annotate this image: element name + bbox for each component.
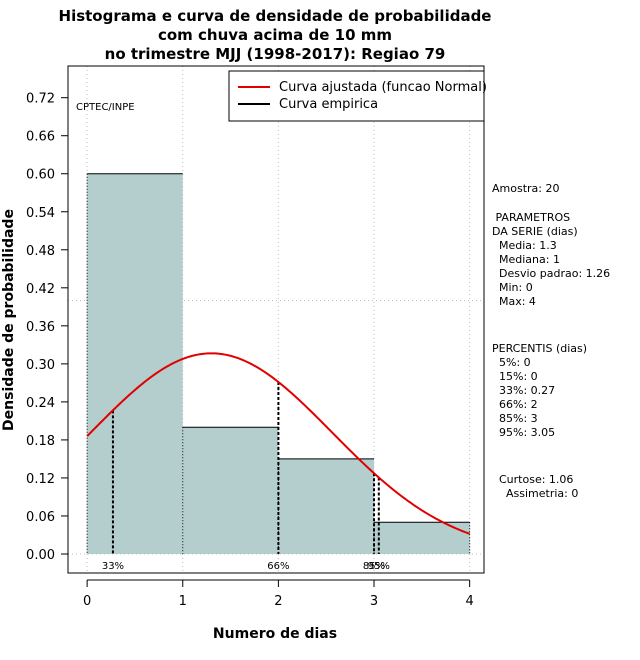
percentile-label: 33% (102, 561, 124, 572)
y-tick-label: 0.36 (26, 320, 55, 335)
stats-line: Desvio padrao: 1.26 (492, 267, 610, 280)
percentile-label: 95% (368, 561, 390, 572)
stats-line: DA SERIE (dias) (492, 225, 578, 238)
chart-title-line-3: no trimestre MJJ (1998-2017): Regiao 79 (105, 45, 446, 63)
legend: Curva ajustada (funcao Normal) Curva emp… (228, 70, 487, 122)
stats-line: 33%: 0.27 (492, 384, 555, 397)
stats-line: Media: 1.3 (492, 239, 557, 252)
y-tick-label: 0.42 (26, 282, 55, 297)
legend-fit-label: Curva ajustada (funcao Normal) (279, 80, 487, 95)
percentile-lines-layer: 33% 66% 85%95% (102, 382, 390, 572)
y-tick-label: 0.60 (26, 168, 55, 183)
stats-line: PERCENTIS (dias) (492, 342, 587, 355)
histogram-bar (278, 458, 375, 554)
stats-line: Amostra: 20 (492, 182, 559, 195)
stats-line: Mediana: 1 (492, 253, 560, 266)
plot-frame (67, 65, 485, 574)
stats-line: PARAMETROS (492, 211, 570, 224)
normal-fit-curve (86, 352, 471, 535)
x-tick-label: 1 (179, 594, 187, 609)
y-tick-label: 0.30 (26, 358, 55, 373)
y-tick-label: 0.72 (26, 92, 55, 107)
chart-title-line-2: com chuva acima de 10 mm (158, 26, 392, 44)
stats-panel: Amostra: 20 PARAMETROS DA SERIE (dias) M… (492, 182, 610, 500)
histogram-bar (87, 173, 183, 554)
curve-layer (86, 352, 471, 535)
stats-line: 66%: 2 (492, 398, 538, 411)
stats-line: Assimetria: 0 (492, 487, 578, 500)
stats-line: 85%: 3 (492, 412, 538, 425)
percentile-label: 66% (267, 561, 289, 572)
legend-empirical-label: Curva empirica (279, 97, 378, 112)
stats-line: Min: 0 (492, 281, 533, 294)
y-axis-label: Densidade de probabilidade (1, 209, 17, 431)
legend-box (228, 70, 485, 122)
x-axis-label: Numero de dias (213, 626, 337, 642)
axes-layer: 0 1 2 3 4 0.00 0.06 0.12 0.18 0.24 0.30 0.36 0.42 0.4… (26, 92, 474, 609)
watermark-text: CPTEC/INPE (76, 102, 135, 113)
y-tick-label: 0.18 (26, 434, 55, 449)
x-tick-label: 0 (83, 594, 91, 609)
stats-line: 5%: 0 (492, 356, 531, 369)
y-tick-label: 0.00 (26, 548, 55, 563)
bars-layer (86, 173, 471, 554)
chart-title-line-1: Histograma e curva de densidade de proba… (59, 7, 492, 25)
x-tick-label: 2 (274, 594, 282, 609)
x-tick-label: 3 (370, 594, 378, 609)
histogram-bar (182, 427, 279, 554)
y-tick-label: 0.06 (26, 510, 55, 525)
stats-line: Curtose: 1.06 (492, 473, 573, 486)
y-tick-label: 0.12 (26, 472, 55, 487)
y-tick-label: 0.66 (26, 130, 55, 145)
percentile-label: 85% (363, 561, 385, 572)
stats-line: 95%: 3.05 (492, 426, 555, 439)
x-tick-label: 4 (466, 594, 474, 609)
stats-line: 15%: 0 (492, 370, 538, 383)
y-tick-label: 0.24 (26, 396, 55, 411)
stats-line: Max: 4 (492, 295, 536, 308)
y-tick-label: 0.48 (26, 244, 55, 259)
y-tick-label: 0.54 (26, 206, 55, 221)
